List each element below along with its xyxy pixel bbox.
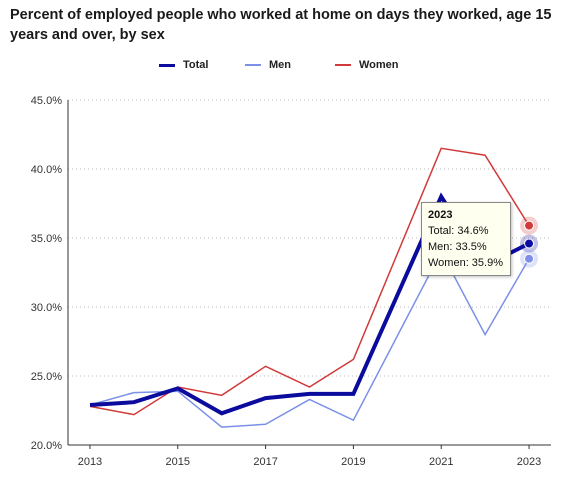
legend-swatch-total (159, 63, 175, 67)
x-tick-label: 2021 (429, 456, 453, 468)
y-tick-label: 35.0% (31, 233, 62, 245)
y-tick-label: 20.0% (31, 440, 62, 452)
marker-total (524, 238, 535, 249)
series-line-men (89, 250, 530, 428)
tooltip-total: Total: 34.6% (428, 225, 489, 237)
x-tick-label: 2017 (253, 456, 277, 468)
legend-swatch-men (245, 64, 261, 66)
tooltip-year: 2023 (428, 209, 453, 221)
legend-label-men: Men (269, 59, 291, 71)
legend-item-men[interactable]: Men (245, 56, 291, 74)
chart-title: Percent of employed people who worked at… (10, 7, 552, 43)
marker-women (524, 220, 535, 231)
tooltip-men: Men: 33.5% (428, 241, 487, 253)
legend-item-total[interactable]: Total (159, 56, 208, 74)
legend-label-total: Total (183, 59, 209, 71)
y-tick-label: 30.0% (31, 302, 62, 314)
legend: Total Men Women (0, 56, 562, 74)
x-tick-label: 2019 (341, 456, 365, 468)
series-line-women (89, 147, 530, 416)
legend-label-women: Women (359, 59, 399, 71)
legend-swatch-women (335, 64, 351, 66)
y-tick-label: 45.0% (31, 95, 62, 107)
y-tick-label: 25.0% (31, 371, 62, 383)
marker-men (524, 253, 535, 264)
tooltip-women: Women: 35.9% (428, 257, 504, 269)
y-tick-label: 40.0% (31, 164, 62, 176)
legend-item-women[interactable]: Women (335, 56, 399, 74)
tooltip: 2023 Total: 34.6% Men: 33.5% Women: 35.9… (421, 202, 511, 276)
x-tick-label: 2023 (517, 456, 541, 468)
x-tick-label: 2015 (166, 456, 190, 468)
x-tick-label: 2013 (78, 456, 102, 468)
